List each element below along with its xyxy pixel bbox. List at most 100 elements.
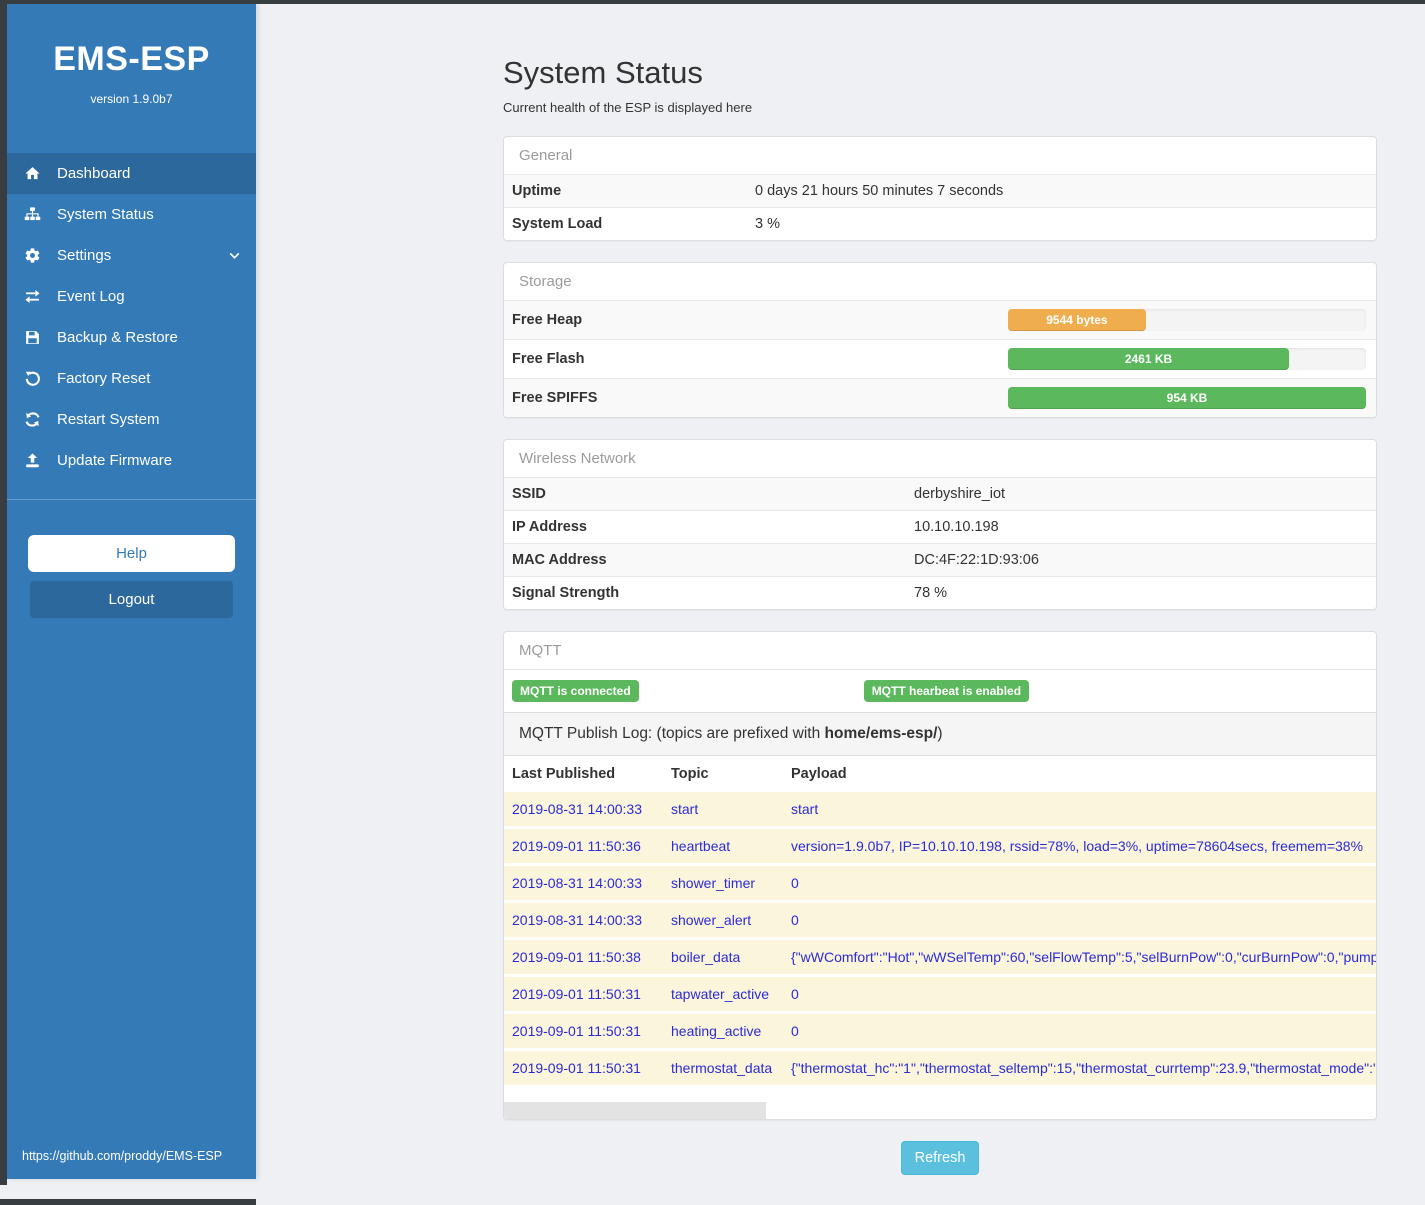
cell-time: 2019-08-31 14:00:33 [504, 901, 663, 941]
col-header-topic: Topic [663, 756, 783, 793]
row-label: Signal Strength [504, 576, 906, 609]
sidebar-item-settings[interactable]: Settings [7, 235, 256, 276]
table-row: Free SPIFFS 954 KB [504, 378, 1376, 417]
col-header-last-published: Last Published [504, 756, 663, 793]
progress-track: 954 KB [1008, 387, 1366, 409]
sidebar: EMS-ESP version 1.9.0b7 Dashboard System… [7, 4, 256, 1179]
row-value: 9544 bytes [1000, 300, 1376, 340]
sidebar-item-system-status[interactable]: System Status [7, 194, 256, 235]
table-row: System Load 3 % [504, 207, 1376, 240]
panel-storage: Storage Free Heap 9544 bytes Free Flash … [503, 262, 1377, 418]
table-row: SSID derbyshire_iot [504, 477, 1376, 511]
save-icon [22, 329, 42, 347]
sidebar-item-dashboard[interactable]: Dashboard [7, 153, 256, 194]
panel-general-title: General [519, 147, 573, 164]
table-row: 2019-08-31 14:00:33 start start [504, 792, 1376, 830]
col-header-payload: Payload [783, 756, 1376, 793]
window-frame-top [0, 0, 1425, 4]
table-row: 2019-09-01 11:50:36 heartbeat version=1.… [504, 827, 1376, 867]
refresh-button[interactable]: Refresh [900, 1141, 980, 1176]
progress-bar-free-heap: 9544 bytes [1008, 309, 1146, 331]
cell-topic: shower_alert [663, 901, 783, 941]
sidebar-item-label: Restart System [57, 411, 160, 428]
sidebar-item-event-log[interactable]: Event Log [7, 276, 256, 317]
cell-topic: heartbeat [663, 827, 783, 867]
page-title: System Status [503, 55, 703, 90]
scrollbar-thumb[interactable] [504, 1102, 766, 1120]
sidebar-item-update-firmware[interactable]: Update Firmware [7, 440, 256, 481]
row-value: DC:4F:22:1D:93:06 [906, 543, 1376, 577]
mqtt-heartbeat-badge: MQTT hearbeat is enabled [863, 680, 1030, 703]
table-header-row: Last Published Topic Payload [504, 756, 1376, 793]
cell-payload: {"thermostat_hc":"1","thermostat_seltemp… [783, 1049, 1376, 1089]
panel-general: General Uptime 0 days 21 hours 50 minute… [503, 136, 1377, 241]
row-value: 954 KB [1000, 378, 1376, 417]
app-version: version 1.9.0b7 [90, 92, 173, 106]
table-row: IP Address 10.10.10.198 [504, 510, 1376, 544]
help-button[interactable]: Help [28, 535, 235, 572]
row-value: 2461 KB [1000, 339, 1376, 379]
mqtt-connected-badge: MQTT is connected [512, 680, 639, 703]
table-row: Free Flash 2461 KB [504, 339, 1376, 379]
cell-time: 2019-09-01 11:50:31 [504, 1012, 663, 1052]
table-row: MAC Address DC:4F:22:1D:93:06 [504, 543, 1376, 577]
sidebar-item-label: Settings [57, 247, 112, 264]
publish-log-topic-prefix: home/ems-esp/ [824, 725, 938, 743]
progress-track: 9544 bytes [1008, 309, 1366, 331]
sidebar-item-restart-system[interactable]: Restart System [7, 399, 256, 440]
sidebar-item-label: System Status [57, 206, 154, 223]
horizontal-scrollbar[interactable] [504, 1102, 1376, 1120]
sidebar-item-label: Backup & Restore [57, 329, 178, 346]
cell-payload: start [783, 792, 1376, 830]
chevron-down-icon [228, 249, 241, 262]
table-row: 2019-09-01 11:50:31 tapwater_active 0 [504, 975, 1376, 1015]
app-title: EMS-ESP [53, 40, 210, 78]
sidebar-item-label: Dashboard [57, 165, 131, 182]
progress-track: 2461 KB [1008, 348, 1366, 370]
panel-wireless-title: Wireless Network [519, 450, 636, 467]
cell-topic: thermostat_data [663, 1049, 783, 1089]
sidebar-item-label: Event Log [57, 288, 125, 305]
cell-payload: 0 [783, 901, 1376, 941]
cell-time: 2019-08-31 14:00:33 [504, 864, 663, 904]
sitemap-icon [22, 206, 42, 224]
main-content: System Status Current health of the ESP … [503, 0, 1377, 1205]
sidebar-footer: https://github.com/proddy/EMS-ESP [7, 1149, 256, 1179]
panel-mqtt: MQTT MQTT is connected MQTT hearbeat is … [503, 631, 1377, 1121]
row-label: Free SPIFFS [504, 378, 1000, 417]
cell-time: 2019-08-31 14:00:33 [504, 792, 663, 830]
refresh-icon [22, 411, 42, 429]
publish-log-suffix: ) [937, 725, 943, 743]
home-icon [22, 165, 42, 183]
row-label: MAC Address [504, 543, 906, 577]
cell-topic: shower_timer [663, 864, 783, 904]
github-link[interactable]: https://github.com/proddy/EMS-ESP [22, 1149, 223, 1163]
sidebar-item-label: Update Firmware [57, 452, 173, 469]
row-label: SSID [504, 477, 906, 511]
table-row: 2019-08-31 14:00:33 shower_alert 0 [504, 901, 1376, 941]
table-row: 2019-09-01 11:50:31 heating_active 0 [504, 1012, 1376, 1052]
cell-payload: 0 [783, 975, 1376, 1015]
panel-storage-title: Storage [519, 273, 572, 290]
cell-time: 2019-09-01 11:50:31 [504, 975, 663, 1015]
exchange-icon [22, 288, 42, 306]
row-value: derbyshire_iot [906, 477, 1376, 511]
panel-mqtt-title: MQTT [519, 642, 562, 659]
mqtt-status-row: MQTT is connected MQTT hearbeat is enabl… [504, 669, 1376, 712]
sidebar-item-backup-restore[interactable]: Backup & Restore [7, 317, 256, 358]
sidebar-divider [7, 499, 256, 500]
window-frame-bottom [0, 1199, 256, 1205]
sidebar-item-factory-reset[interactable]: Factory Reset [7, 358, 256, 399]
publish-log-prefix: MQTT Publish Log: (topics are prefixed w… [519, 725, 825, 743]
cell-payload: 0 [783, 864, 1376, 904]
cell-payload: 0 [783, 1012, 1376, 1052]
cell-payload: version=1.9.0b7, IP=10.10.10.198, rssid=… [783, 827, 1376, 867]
table-row: 2019-08-31 14:00:33 shower_timer 0 [504, 864, 1376, 904]
logout-button[interactable]: Logout [30, 581, 233, 618]
row-value: 10.10.10.198 [906, 510, 1376, 544]
cell-topic: heating_active [663, 1012, 783, 1052]
table-row: 2019-09-01 11:50:31 thermostat_data {"th… [504, 1049, 1376, 1089]
panel-wireless: Wireless Network SSID derbyshire_iot IP … [503, 439, 1377, 610]
cell-time: 2019-09-01 11:50:31 [504, 1049, 663, 1089]
sidebar-nav: Dashboard System Status Settings Event L… [7, 153, 256, 481]
